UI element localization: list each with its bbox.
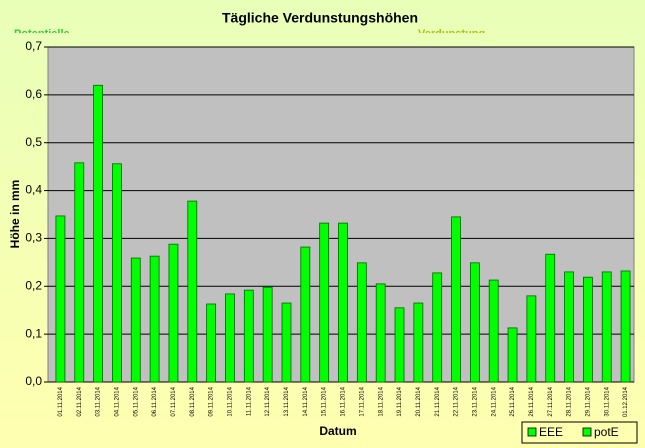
x-tick-label: 19.11.2014	[397, 386, 403, 416]
x-tick-label: 29.11.2014	[585, 386, 591, 416]
x-tick-label: 23.11.2014	[472, 386, 478, 416]
x-tick-label: 28.11.2014	[567, 386, 573, 416]
legend-swatch	[527, 427, 537, 437]
legend-label: potE	[594, 425, 619, 439]
bar	[526, 295, 537, 383]
legend-swatch	[582, 427, 592, 437]
x-tick-label: 27.11.2014	[548, 386, 554, 416]
x-tick-label: 15.11.2014	[322, 386, 328, 416]
bar	[281, 302, 292, 383]
bar	[432, 272, 443, 383]
x-tick-label: 25.11.2014	[510, 386, 516, 416]
y-tick-label: 0,1	[25, 326, 42, 340]
x-tick-label: 06.11.2014	[152, 386, 158, 416]
x-tick-label: 13.11.2014	[284, 386, 290, 416]
x-tick-label: 18.11.2014	[378, 386, 384, 416]
bar	[243, 289, 254, 383]
overlay-text: Potentielle	[14, 28, 70, 40]
bar	[112, 163, 122, 383]
x-tick-label: 05.11.2014	[133, 386, 139, 416]
x-tick-label: 22.11.2014	[454, 386, 460, 416]
y-tick-label: 0,4	[25, 183, 42, 197]
legend-box	[521, 421, 638, 444]
bar	[620, 270, 631, 383]
bar	[319, 222, 330, 383]
x-tick-label: 02.11.2014	[77, 386, 83, 416]
x-tick-label: 09.11.2014	[209, 386, 215, 416]
overlay-text: Verdunstung	[418, 28, 485, 40]
bar	[149, 255, 160, 383]
legend-label: EEE	[539, 425, 563, 439]
bar	[488, 279, 499, 383]
bar	[130, 257, 141, 383]
bar	[394, 307, 405, 383]
x-tick-label: 04.11.2014	[115, 386, 121, 416]
bar	[55, 215, 66, 383]
bar	[413, 302, 424, 383]
y-tick-label: 0,2	[25, 278, 42, 292]
bar	[356, 262, 367, 383]
x-tick-label: 10.11.2014	[228, 386, 234, 416]
bar	[206, 303, 217, 383]
y-axis-label: Höhe in mm	[8, 180, 22, 249]
y-tick-label: 0,5	[25, 135, 42, 149]
x-tick-label: 14.11.2014	[303, 386, 309, 416]
x-tick-label: 26.11.2014	[529, 386, 535, 416]
bar	[225, 293, 235, 383]
x-tick-label: 16.11.2014	[341, 386, 347, 416]
y-tick-label: 0,3	[25, 231, 42, 245]
bar	[564, 271, 574, 383]
x-tick-label: 07.11.2014	[171, 386, 177, 416]
chart-title: Tägliche Verdunstungshöhen	[222, 10, 418, 26]
x-tick-label: 21.11.2014	[435, 386, 441, 416]
bar	[601, 271, 612, 383]
bar	[375, 283, 386, 383]
bar	[262, 286, 273, 383]
x-tick-label: 24.11.2014	[491, 386, 497, 416]
x-tick-label: 20.11.2014	[416, 386, 422, 416]
x-tick-label: 17.11.2014	[359, 386, 365, 416]
y-tick-label: 0,7	[25, 39, 42, 53]
x-tick-label: 03.11.2014	[96, 386, 102, 416]
x-tick-label: 30.11.2014	[604, 386, 610, 416]
x-tick-label: 01.11.2014	[58, 386, 64, 416]
bar	[583, 276, 593, 383]
x-tick-label: 01.12.2014	[623, 386, 629, 417]
x-tick-label: 11.11.2014	[246, 386, 252, 416]
y-tick-label: 0,6	[25, 87, 42, 101]
bar	[93, 84, 103, 383]
bar	[74, 162, 85, 383]
bar	[469, 262, 480, 383]
bar	[168, 243, 179, 383]
bar	[451, 216, 461, 383]
x-tick-label: 12.11.2014	[265, 386, 271, 416]
bar	[338, 222, 348, 383]
y-tick-label: 0,0	[25, 374, 42, 388]
bar	[300, 246, 311, 383]
bar	[545, 253, 556, 383]
x-tick-label: 08.11.2014	[190, 386, 196, 416]
x-axis-label: Datum	[319, 424, 356, 438]
bar	[507, 327, 518, 383]
bar	[187, 200, 198, 383]
